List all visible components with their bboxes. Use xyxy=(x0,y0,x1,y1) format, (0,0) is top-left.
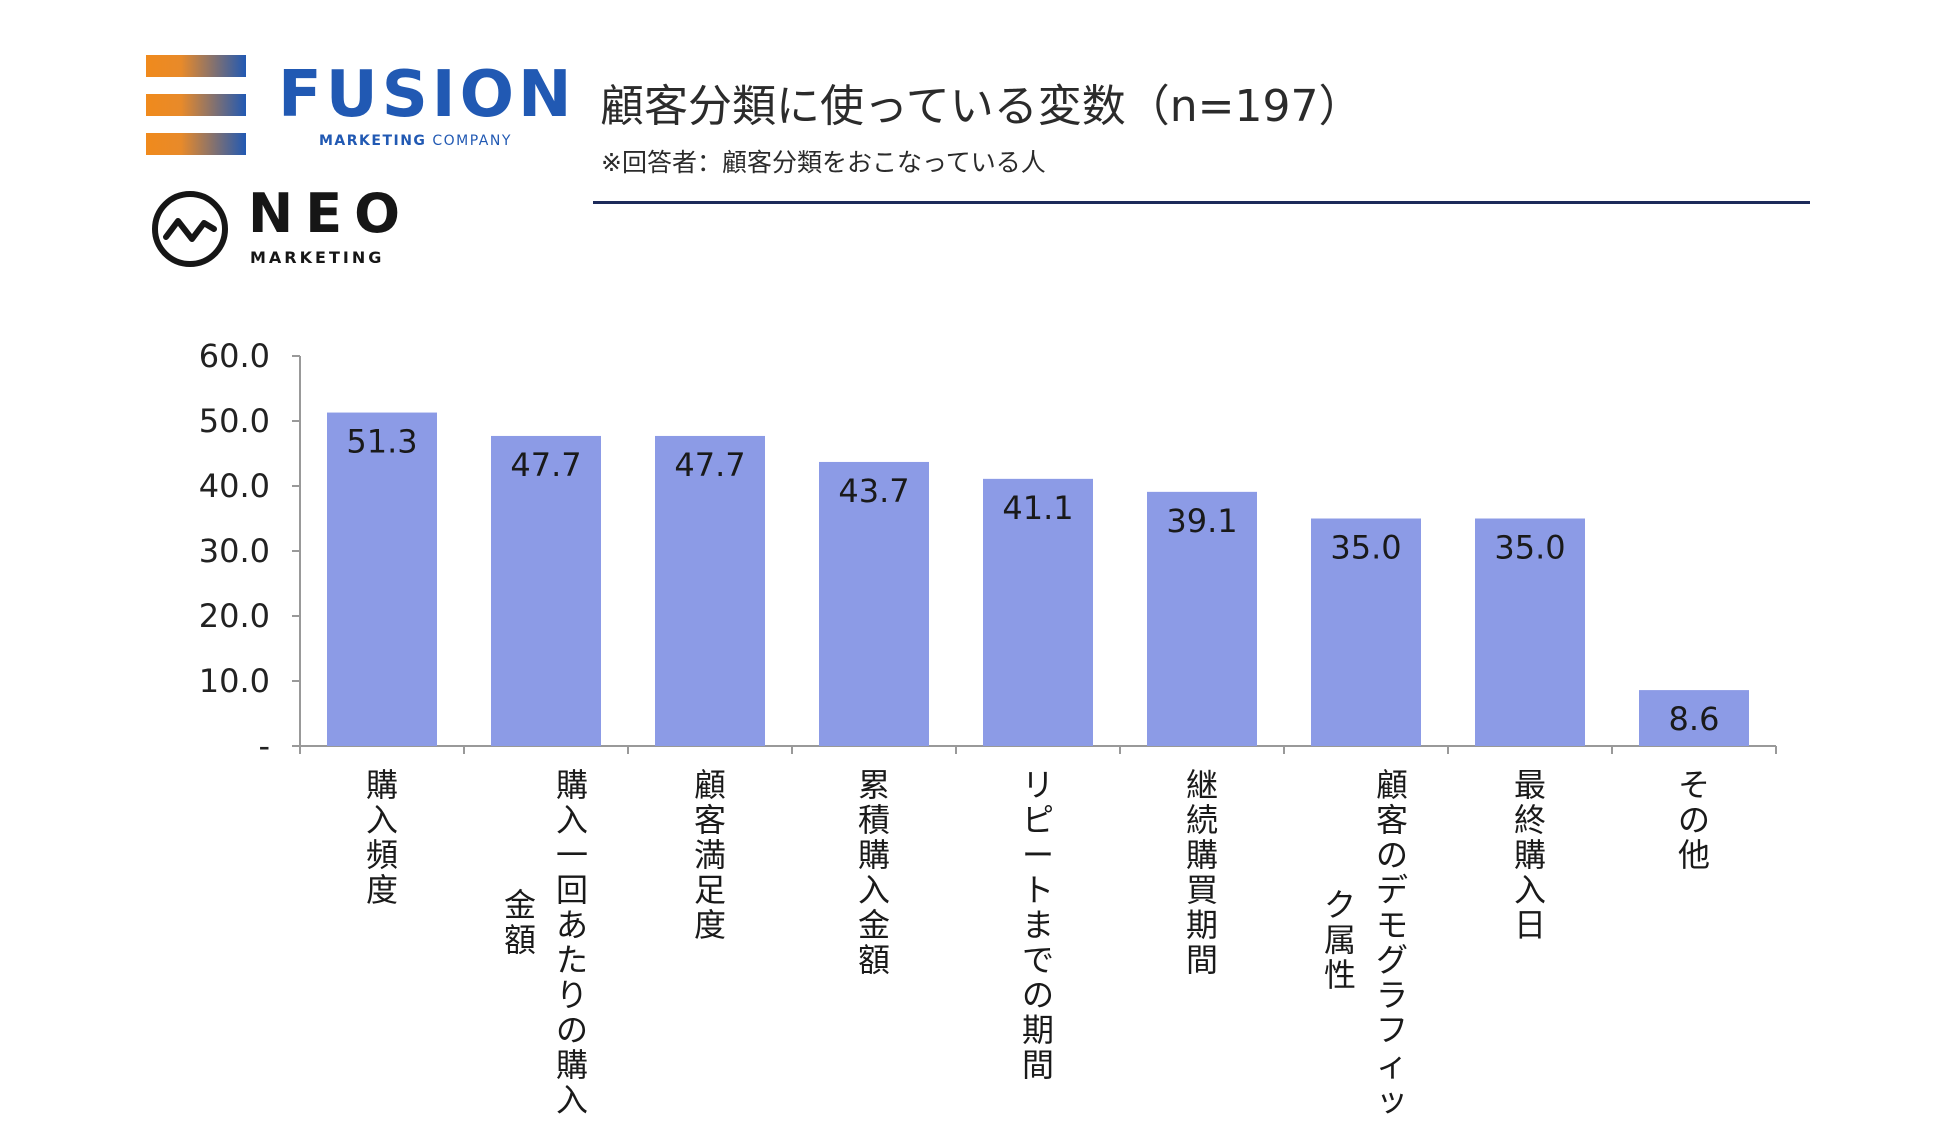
bar-value-label: 39.1 xyxy=(1166,502,1237,540)
category-label: 最終購入日 xyxy=(1514,766,1546,944)
neo-logo: NEO MARKETING xyxy=(152,185,412,275)
y-tick-label: 30.0 xyxy=(199,532,270,570)
bar-value-label: 35.0 xyxy=(1330,529,1401,567)
page-title: 顧客分類に使っている変数（n=197） xyxy=(600,81,1363,132)
bar xyxy=(491,435,601,746)
category-label: 購入頻度 xyxy=(366,766,398,909)
y-tick-label: 40.0 xyxy=(199,467,270,505)
category-label: 購入一回あたりの購入 xyxy=(556,766,588,1119)
bar xyxy=(1147,491,1257,746)
fusion-wordmark: FUSION xyxy=(278,58,576,132)
category-label: 顧客満足度 xyxy=(694,766,726,944)
category-label: 継続購買期間 xyxy=(1186,766,1218,979)
page-subtitle: ※回答者：顧客分類をおこなっている人 xyxy=(601,148,1046,177)
bar-value-label: 47.7 xyxy=(510,446,581,484)
bar xyxy=(1311,518,1421,746)
y-tick-label: 60.0 xyxy=(199,337,270,375)
fusion-tagline: MARKETING COMPANY xyxy=(319,133,512,149)
category-label: 累積購入金額 xyxy=(858,766,890,979)
bar-value-label: 47.7 xyxy=(674,446,745,484)
bar xyxy=(327,412,437,746)
neo-pulse-icon xyxy=(152,191,228,267)
y-tick-label: - xyxy=(258,727,270,765)
bar xyxy=(819,461,929,746)
bar-value-label: 8.6 xyxy=(1669,700,1720,738)
bar-value-label: 43.7 xyxy=(838,472,909,510)
y-tick-label: 20.0 xyxy=(199,597,270,635)
neo-wordmark: NEO xyxy=(248,182,412,245)
bar-value-label: 51.3 xyxy=(346,423,417,461)
category-label: ク属性 xyxy=(1324,886,1356,994)
bar-value-label: 35.0 xyxy=(1494,529,1565,567)
bar-value-label: 41.1 xyxy=(1002,489,1073,527)
category-label: 金額 xyxy=(504,886,536,959)
bar xyxy=(655,435,765,746)
title-divider xyxy=(593,201,1810,204)
bar xyxy=(983,478,1093,746)
bar xyxy=(1475,518,1585,746)
category-label: 顧客のデモグラフィッ xyxy=(1376,766,1408,1119)
category-label: リピートまでの期間 xyxy=(1022,766,1054,1084)
bar xyxy=(1639,690,1749,746)
y-tick-label: 10.0 xyxy=(199,662,270,700)
fusion-stripes-icon xyxy=(146,55,246,155)
neo-tagline: MARKETING xyxy=(250,248,385,267)
y-tick-label: 50.0 xyxy=(199,402,270,440)
category-label: その他 xyxy=(1678,766,1710,874)
fusion-logo: FUSION MARKETING COMPANY xyxy=(146,55,572,155)
